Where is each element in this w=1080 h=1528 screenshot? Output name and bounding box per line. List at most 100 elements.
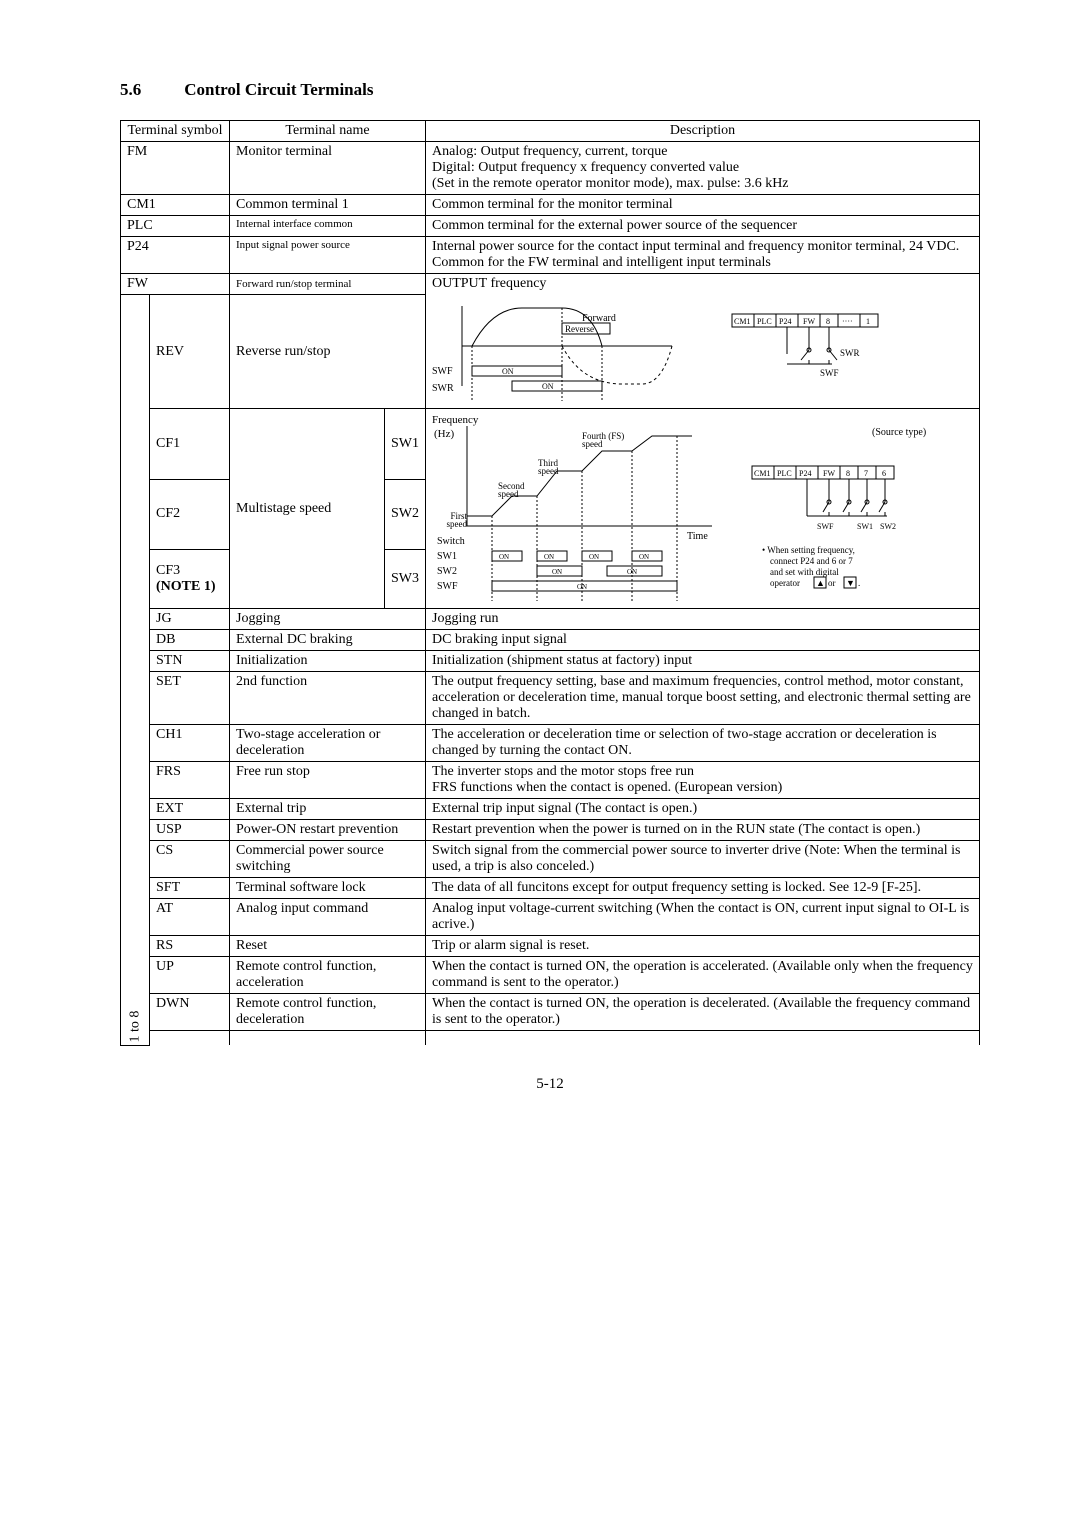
table-row: DB External DC braking DC braking input … (121, 630, 980, 651)
desc-frs: The inverter stops and the motor stops f… (426, 762, 980, 799)
svg-text:speed: speed (582, 439, 603, 449)
heading-number: 5.6 (120, 80, 180, 100)
col-name: Terminal name (230, 121, 426, 142)
svg-text:8: 8 (846, 469, 850, 478)
name-ch1: Two-stage acceleration or deceleration (230, 725, 426, 762)
name-p24: Input signal power source (230, 237, 426, 274)
sym-rev: REV (150, 295, 230, 409)
sym-p24: P24 (121, 237, 230, 274)
svg-text:ON: ON (542, 382, 554, 391)
svg-text:ON: ON (544, 553, 554, 561)
sym-jg: JG (150, 609, 230, 630)
sym-cs: CS (150, 841, 230, 878)
sym-dwn: DWN (150, 994, 230, 1031)
table-row: STN Initialization Initialization (shipm… (121, 651, 980, 672)
diagram-multistage: Frequency (Hz) Time First speed Second s… (426, 409, 980, 609)
svg-text:SW2: SW2 (437, 566, 457, 577)
name-set: 2nd function (230, 672, 426, 725)
svg-text:CM1: CM1 (754, 469, 770, 478)
name-cf: Multistage speed (230, 409, 385, 609)
name-cs: Commercial power source switching (230, 841, 426, 878)
sym-set: SET (150, 672, 230, 725)
diagram-fw-rev: OUTPUT frequency Forward Reverse SWF (426, 274, 980, 409)
table-row: P24 Input signal power source Internal p… (121, 237, 980, 274)
table-row: FRS Free run stop The inverter stops and… (121, 762, 980, 799)
name-rs: Reset (230, 936, 426, 957)
table-row: PLC Internal interface common Common ter… (121, 216, 980, 237)
desc-cs: Switch signal from the commercial power … (426, 841, 980, 878)
name-usp: Power-ON restart prevention (230, 820, 426, 841)
svg-text:P24: P24 (779, 317, 791, 326)
table-row: CH1 Two-stage acceleration or decelerati… (121, 725, 980, 762)
svg-text:····: ···· (842, 317, 853, 326)
table-row: SET 2nd function The output frequency se… (121, 672, 980, 725)
svg-text:ON: ON (499, 553, 509, 561)
sym-usp: USP (150, 820, 230, 841)
svg-text:.: . (858, 578, 860, 588)
name-fw: Forward run/stop terminal (230, 274, 426, 295)
name-ext: External trip (230, 799, 426, 820)
svg-text:operator: operator (770, 578, 800, 588)
name-fm: Monitor terminal (230, 142, 426, 195)
desc-plc: Common terminal for the external power s… (426, 216, 980, 237)
sym-cf3: CF3 (NOTE 1) (150, 550, 230, 609)
svg-text:Forward: Forward (582, 313, 616, 324)
col-desc: Description (426, 121, 980, 142)
name-up: Remote control function, acceleration (230, 957, 426, 994)
desc-usp: Restart prevention when the power is tur… (426, 820, 980, 841)
svg-text:SW1: SW1 (857, 522, 873, 531)
sw1: SW1 (385, 409, 426, 480)
svg-text:Switch: Switch (437, 536, 465, 547)
desc-dwn: When the contact is turned ON, the opera… (426, 994, 980, 1031)
svg-text:ON: ON (627, 568, 637, 576)
table-row: UP Remote control function, acceleration… (121, 957, 980, 994)
svg-text:speed: speed (538, 466, 559, 476)
svg-text:• When setting frequency,: • When setting frequency, (762, 545, 855, 555)
sym-ch1: CH1 (150, 725, 230, 762)
page-number: 5-12 (120, 1076, 980, 1093)
svg-text:ON: ON (577, 583, 587, 591)
desc-fm: Analog: Output frequency, current, torqu… (426, 142, 980, 195)
desc-rs: Trip or alarm signal is reset. (426, 936, 980, 957)
desc-ext: External trip input signal (The contact … (426, 799, 980, 820)
desc-jg: Jogging run (426, 609, 980, 630)
sym-frs: FRS (150, 762, 230, 799)
svg-text:ON: ON (552, 568, 562, 576)
heading-title: Control Circuit Terminals (184, 80, 373, 99)
svg-text:1: 1 (866, 317, 870, 326)
multistage-diagram: Frequency (Hz) Time First speed Second s… (432, 411, 972, 606)
sym-plc: PLC (121, 216, 230, 237)
sym-ext: EXT (150, 799, 230, 820)
svg-text:(Source type): (Source type) (872, 427, 926, 438)
table-row: CS Commercial power source switching Swi… (121, 841, 980, 878)
table-header-row: Terminal symbol Terminal name Descriptio… (121, 121, 980, 142)
svg-text:SWF: SWF (820, 368, 839, 378)
svg-text:SWF: SWF (817, 522, 834, 531)
sw3: SW3 (385, 550, 426, 609)
desc-set: The output frequency setting, base and m… (426, 672, 980, 725)
terminal-table: Terminal symbol Terminal name Descriptio… (120, 120, 980, 1046)
svg-text:PLC: PLC (777, 469, 792, 478)
sym-cf1: CF1 (150, 409, 230, 480)
svg-text:FW: FW (823, 469, 835, 478)
table-row: FM Monitor terminal Analog: Output frequ… (121, 142, 980, 195)
svg-text:(Hz): (Hz) (434, 428, 454, 440)
svg-text:SW1: SW1 (437, 551, 457, 562)
desc-stn: Initialization (shipment status at facto… (426, 651, 980, 672)
sym-rs: RS (150, 936, 230, 957)
table-row: EXT External trip External trip input si… (121, 799, 980, 820)
sym-stn: STN (150, 651, 230, 672)
table-row: AT Analog input command Analog input vol… (121, 899, 980, 936)
svg-text:or: or (828, 578, 836, 588)
table-row: FW Forward run/stop terminal OUTPUT freq… (121, 274, 980, 295)
sym-fw: FW (121, 274, 230, 295)
svg-text:6: 6 (882, 469, 886, 478)
side-1-to-8: 1 to 8 (121, 295, 150, 1046)
col-symbol: Terminal symbol (121, 121, 230, 142)
output-freq-diagram: Forward Reverse SWF ON SWR ON CM1 PLC P2 (432, 296, 972, 406)
desc-up: When the contact is turned ON, the opera… (426, 957, 980, 994)
svg-text:▲: ▲ (816, 578, 825, 588)
svg-text:Time: Time (687, 531, 708, 542)
name-db: External DC braking (230, 630, 426, 651)
name-at: Analog input command (230, 899, 426, 936)
